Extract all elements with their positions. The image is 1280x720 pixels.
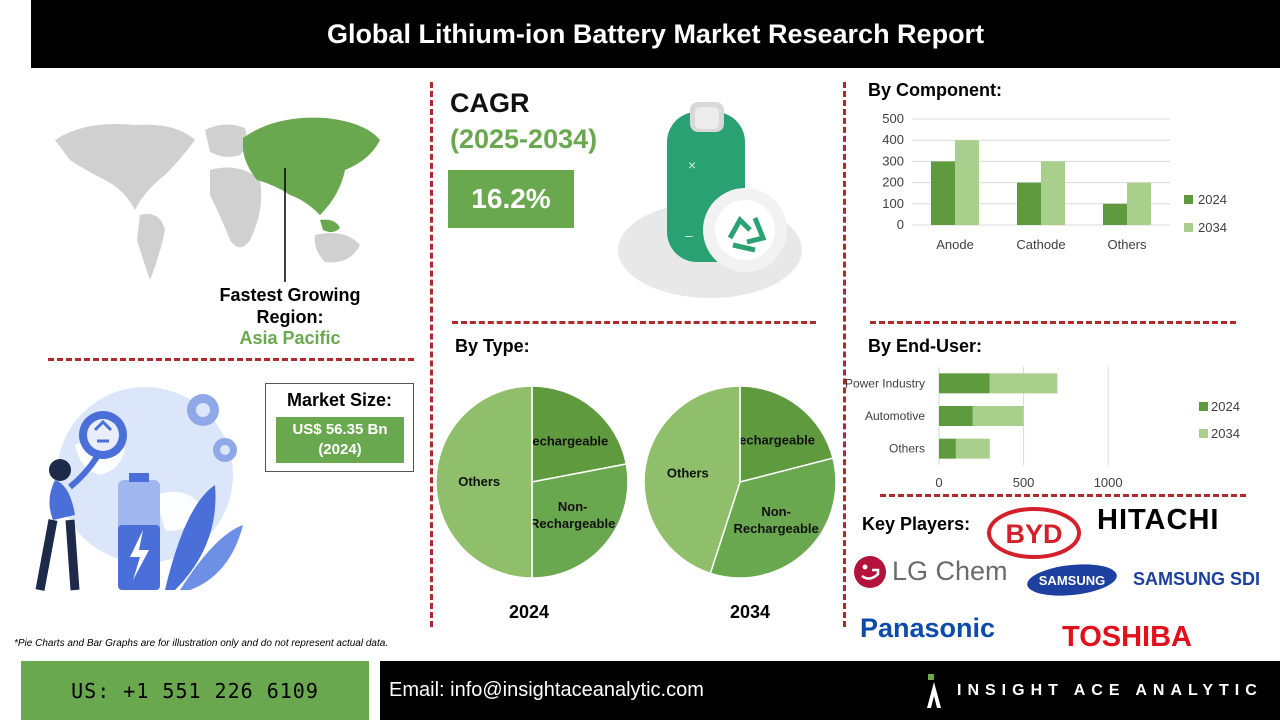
toshiba-logo: TOSHIBA xyxy=(1062,621,1192,653)
pie-2034-label: 2034 xyxy=(729,602,771,622)
legend-label: 2034 xyxy=(1198,220,1227,235)
divider-left-h xyxy=(48,358,414,361)
x-tick-label: 0 xyxy=(935,475,942,490)
legend-label: 2024 xyxy=(1198,192,1227,207)
x-tick-label: Others xyxy=(1107,237,1147,252)
y-tick-label: 400 xyxy=(882,132,904,147)
pie-slice-1 xyxy=(709,457,837,579)
bar-2034-cathode xyxy=(1041,161,1065,225)
cagr-label: CAGR xyxy=(450,88,530,118)
pie-slice-label: Non- xyxy=(558,499,588,514)
bar-2024-power-industry xyxy=(939,373,990,394)
type-pie-2024: Rechargeable Non- Rechargeable Others xyxy=(435,385,629,579)
market-size-label: Market Size: xyxy=(286,390,393,410)
bar-2034-others xyxy=(1127,182,1151,225)
bar-2034-anode xyxy=(955,140,979,225)
y-tick-label: 0 xyxy=(897,217,904,232)
pie-slice-label: Non- xyxy=(761,504,791,519)
globe-battery-illustration xyxy=(35,387,243,591)
divider-right-h1 xyxy=(870,321,1236,324)
pie-slice-1 xyxy=(531,463,629,579)
cagr-years: (2025-2034) xyxy=(450,124,598,154)
component-bar-chart: 0 100 200 300 400 500 Anode Cathode Others 2024 20… xyxy=(882,111,1227,252)
legend-label: 2024 xyxy=(1211,399,1240,414)
divider-right-h2 xyxy=(880,494,1246,497)
x-tick-label: 500 xyxy=(1013,475,1035,490)
bar-2034-power-industry xyxy=(989,373,1058,394)
bar-2024-others xyxy=(1103,203,1127,225)
pie-2024-label: 2024 xyxy=(508,602,550,622)
lg-chem-logo: LG Chem xyxy=(892,556,1008,586)
pie-slice-label: Rechargeable xyxy=(523,433,608,448)
y-tick-label: 500 xyxy=(882,111,904,126)
bar-2024-cathode xyxy=(1017,182,1041,225)
pie-slice-0 xyxy=(739,385,834,483)
type-pie-2034: Rechargeable Non- Rechargeable Others xyxy=(643,385,837,579)
fastest-region-value: Asia Pacific xyxy=(239,328,341,348)
key-players-label: Key Players: xyxy=(862,514,971,534)
pie-slice-2 xyxy=(643,385,741,575)
enduser-chart-title: By End-User: xyxy=(868,336,983,356)
legend-swatch xyxy=(1184,223,1193,232)
bar-2034-others xyxy=(955,438,990,459)
y-tick-label: 300 xyxy=(882,153,904,168)
divider-right xyxy=(843,82,846,627)
y-tick-label: 200 xyxy=(882,175,904,190)
divider-left xyxy=(430,82,433,627)
bar-2024-anode xyxy=(931,161,955,225)
world-map xyxy=(55,117,380,282)
type-chart-title: By Type: xyxy=(455,336,530,356)
pie-slice-2 xyxy=(435,385,533,579)
legend-swatch xyxy=(1199,402,1208,411)
y-tick-label: Power Industry xyxy=(845,376,925,390)
lg-chem-logo-icon xyxy=(854,556,886,588)
cagr-value: 16.2% xyxy=(448,170,574,228)
x-tick-label: Anode xyxy=(936,237,974,252)
legend-label: 2034 xyxy=(1211,426,1240,441)
divider-center-h xyxy=(452,321,816,324)
pie-slice-label: Rechargeable xyxy=(734,521,819,536)
samsung-sdi-logo: SAMSUNG SDI xyxy=(1133,569,1261,589)
y-tick-label: Automotive xyxy=(865,409,925,423)
bar-2034-automotive xyxy=(972,406,1024,426)
x-tick-label: Cathode xyxy=(1016,237,1065,252)
disclaimer: *Pie Charts and Bar Graphs are for illus… xyxy=(14,638,389,649)
brand-name: INSIGHT ACE ANALYTIC xyxy=(957,682,1263,699)
bar-2024-others xyxy=(939,438,956,459)
pie-slice-label: Others xyxy=(667,466,709,481)
samsung-logo: SAMSUNG xyxy=(1027,564,1117,596)
y-tick-label: Others xyxy=(889,442,925,456)
legend-swatch xyxy=(1184,195,1193,204)
panasonic-logo: Panasonic xyxy=(860,613,996,643)
pie-slice-0 xyxy=(531,385,628,483)
market-size-year: (2024) xyxy=(318,441,362,458)
svg-text:×: × xyxy=(688,157,696,173)
byd-logo-text: BYD xyxy=(1005,519,1062,549)
battery-recycle-illustration: × – xyxy=(618,102,802,298)
pie-slice-label: Others xyxy=(458,474,500,489)
brand: INSIGHT ACE ANALYTIC xyxy=(925,666,1263,716)
brand-logo-icon xyxy=(927,674,941,708)
y-tick-label: 100 xyxy=(882,196,904,211)
page-title: Global Lithium-ion Battery Market Resear… xyxy=(31,0,1280,68)
market-size-value: US$ 56.35 Bn (2024) xyxy=(276,417,404,463)
pie-slice-label: Rechargeable xyxy=(730,432,815,447)
hitachi-logo: HITACHI xyxy=(1097,504,1220,536)
legend-swatch xyxy=(1199,429,1208,438)
enduser-bar-chart: 0 500 1000 Power Industry Automotive Others 20… xyxy=(845,367,1240,490)
component-chart-title: By Component: xyxy=(868,80,1002,100)
byd-logo: BYD xyxy=(987,507,1081,559)
email-contact[interactable]: Email: info@insightaceanalytic.com xyxy=(380,661,1280,720)
fastest-region-label: Fastest Growing Region: xyxy=(219,285,361,327)
phone-contact[interactable]: US: +1 551 226 6109 xyxy=(21,661,369,720)
samsung-logo-text: SAMSUNG xyxy=(1039,573,1105,588)
bar-2024-automotive xyxy=(939,406,973,426)
pie-slice-label: Rechargeable xyxy=(530,516,615,531)
svg-text:–: – xyxy=(685,227,693,243)
market-size-amount: US$ 56.35 Bn xyxy=(292,421,388,438)
x-tick-label: 1000 xyxy=(1094,475,1123,490)
